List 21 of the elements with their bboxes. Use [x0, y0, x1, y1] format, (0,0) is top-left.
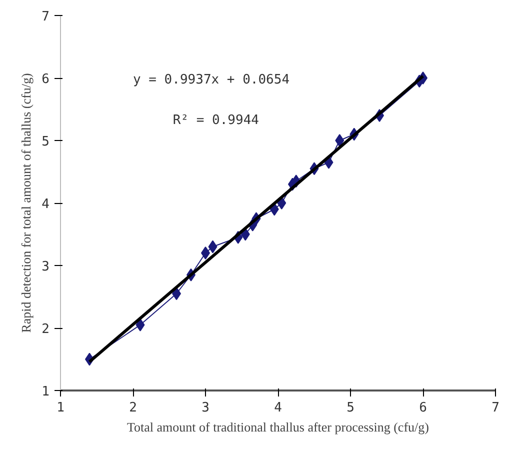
- point: [208, 240, 218, 254]
- point: [335, 134, 344, 147]
- x-tick-label: 5: [346, 400, 354, 416]
- x-axis-title: Total amount of traditional thallus after processing (cfu/g): [127, 420, 429, 434]
- y-tick-label: 2: [42, 322, 50, 337]
- y-tick-label: 7: [42, 10, 50, 24]
- y-tick-label: 3: [42, 260, 50, 274]
- point: [136, 318, 145, 332]
- x-tick-label: 3: [202, 400, 210, 416]
- x-tick-label: 7: [492, 400, 500, 416]
- y-axis-title: Rapid detection for total amount of thallus (cfu/g): [18, 73, 34, 333]
- x-tick-label: 4: [274, 400, 282, 416]
- annotation: R² = 0.9944: [172, 113, 260, 128]
- x-tick-label: 2: [129, 400, 137, 416]
- x-tick-label: 6: [419, 400, 427, 416]
- x-tick-label: 1: [56, 400, 64, 416]
- annotation: y = 0.9937x + 0.0654: [133, 72, 290, 88]
- y-tick-label: 6: [42, 72, 50, 87]
- y-tick-label: 1: [42, 384, 50, 400]
- y-tick-label: 4: [42, 197, 50, 212]
- y-tick-label: 5: [42, 134, 50, 150]
